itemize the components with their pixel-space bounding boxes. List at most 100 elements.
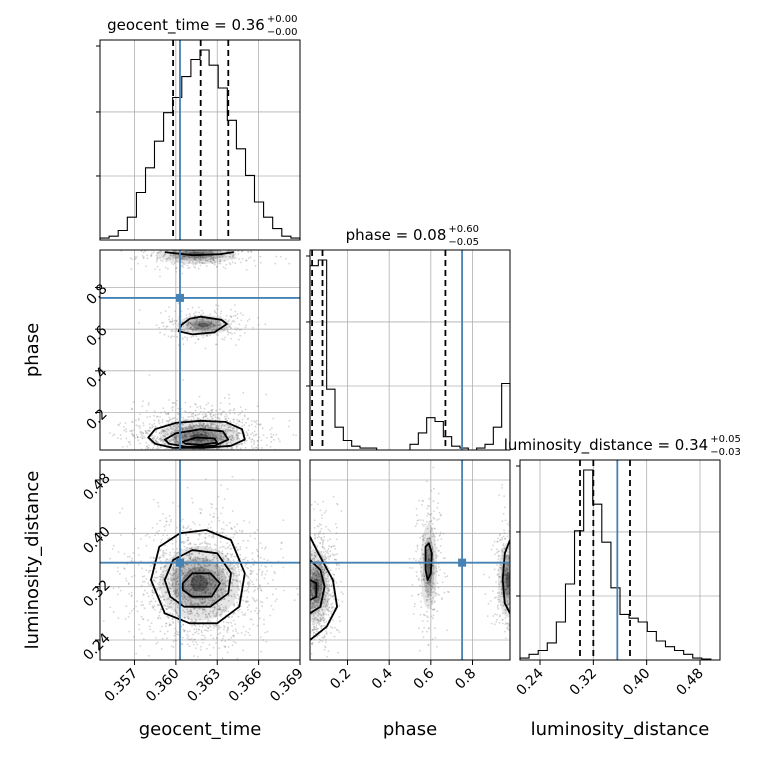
sample-point <box>323 539 325 541</box>
sample-point <box>333 598 336 601</box>
sample-point <box>313 626 316 629</box>
sample-point <box>201 566 204 568</box>
sample-point <box>189 663 191 665</box>
sample-point <box>225 580 228 582</box>
sample-point <box>139 436 142 438</box>
sample-point <box>235 579 238 582</box>
sample-point <box>224 429 227 432</box>
sample-point <box>121 247 123 249</box>
sample-point <box>235 427 238 430</box>
sample-point <box>209 413 212 416</box>
sample-point <box>214 598 217 601</box>
sample-point <box>131 609 133 612</box>
sample-point <box>198 569 201 572</box>
sample-point <box>213 580 216 583</box>
sample-point <box>208 458 210 460</box>
sample-point <box>329 595 332 597</box>
sample-point <box>315 630 318 633</box>
sample-point <box>325 620 328 623</box>
sample-point <box>109 557 111 560</box>
sample-point <box>308 520 310 522</box>
sample-point <box>218 576 221 579</box>
sample-point <box>201 452 203 454</box>
sample-point <box>164 433 167 435</box>
sample-point <box>190 548 193 550</box>
sample-point <box>142 618 145 620</box>
sample-point <box>224 457 226 459</box>
sample-point <box>224 555 227 557</box>
sample-point <box>194 462 196 464</box>
sample-point <box>189 427 192 429</box>
sample-point <box>318 523 321 526</box>
sample-point <box>210 323 213 325</box>
sample-point <box>232 568 235 571</box>
sample-point <box>166 534 169 537</box>
sample-point <box>224 590 227 593</box>
sample-point <box>310 584 313 586</box>
sample-point <box>247 581 249 584</box>
sample-point <box>206 586 208 589</box>
sample-point <box>239 452 241 454</box>
sample-point <box>204 637 207 639</box>
sample-point <box>191 248 193 250</box>
sample-point <box>321 640 324 643</box>
sample-point <box>244 556 247 559</box>
sample-point <box>211 610 214 613</box>
sample-point <box>284 564 286 566</box>
sample-point <box>199 430 202 433</box>
sample-point <box>182 416 185 419</box>
sample-point <box>193 258 196 261</box>
sample-point <box>202 638 205 641</box>
sample-point <box>171 542 174 545</box>
sample-point <box>159 560 162 563</box>
sample-point <box>171 577 174 579</box>
sample-point <box>311 558 314 561</box>
sample-point <box>199 584 202 587</box>
sample-point <box>187 616 190 618</box>
sample-point <box>232 438 235 441</box>
sample-point <box>229 426 232 429</box>
sample-point <box>229 564 232 567</box>
sample-point <box>210 451 212 453</box>
sample-point <box>190 603 193 606</box>
sample-point <box>218 323 221 326</box>
sample-point <box>158 549 161 552</box>
sample-point <box>324 555 326 558</box>
sample-point <box>213 587 216 590</box>
sample-point <box>178 241 180 243</box>
sample-point <box>165 565 167 567</box>
sample-point <box>307 526 309 528</box>
sample-point <box>218 608 220 610</box>
sample-point <box>173 578 176 581</box>
sample-point <box>194 433 196 435</box>
sample-point <box>230 527 233 529</box>
sample-point <box>333 626 336 629</box>
sample-point <box>222 567 224 570</box>
sample-point <box>312 568 315 571</box>
sample-point <box>128 555 131 558</box>
sample-point <box>148 235 150 237</box>
sample-point <box>253 434 255 437</box>
sample-point <box>200 631 203 634</box>
sample-point <box>317 533 320 536</box>
sample-point <box>306 599 308 601</box>
sample-point <box>227 331 230 334</box>
sample-point <box>225 535 228 537</box>
sample-point <box>196 580 199 582</box>
sample-point <box>252 598 255 600</box>
sample-point <box>160 411 162 414</box>
sample-point <box>301 616 303 618</box>
sample-point <box>319 617 322 619</box>
sample-point <box>159 438 162 441</box>
sample-point <box>198 439 201 442</box>
sample-point <box>182 242 184 244</box>
sample-point <box>168 515 171 517</box>
sample-point <box>209 620 212 623</box>
sample-point <box>315 612 317 615</box>
sample-point <box>220 603 223 606</box>
sample-point <box>136 610 139 613</box>
sample-point <box>171 583 174 586</box>
sample-point <box>176 335 178 338</box>
sample-point <box>214 584 217 587</box>
sample-point <box>167 413 170 416</box>
